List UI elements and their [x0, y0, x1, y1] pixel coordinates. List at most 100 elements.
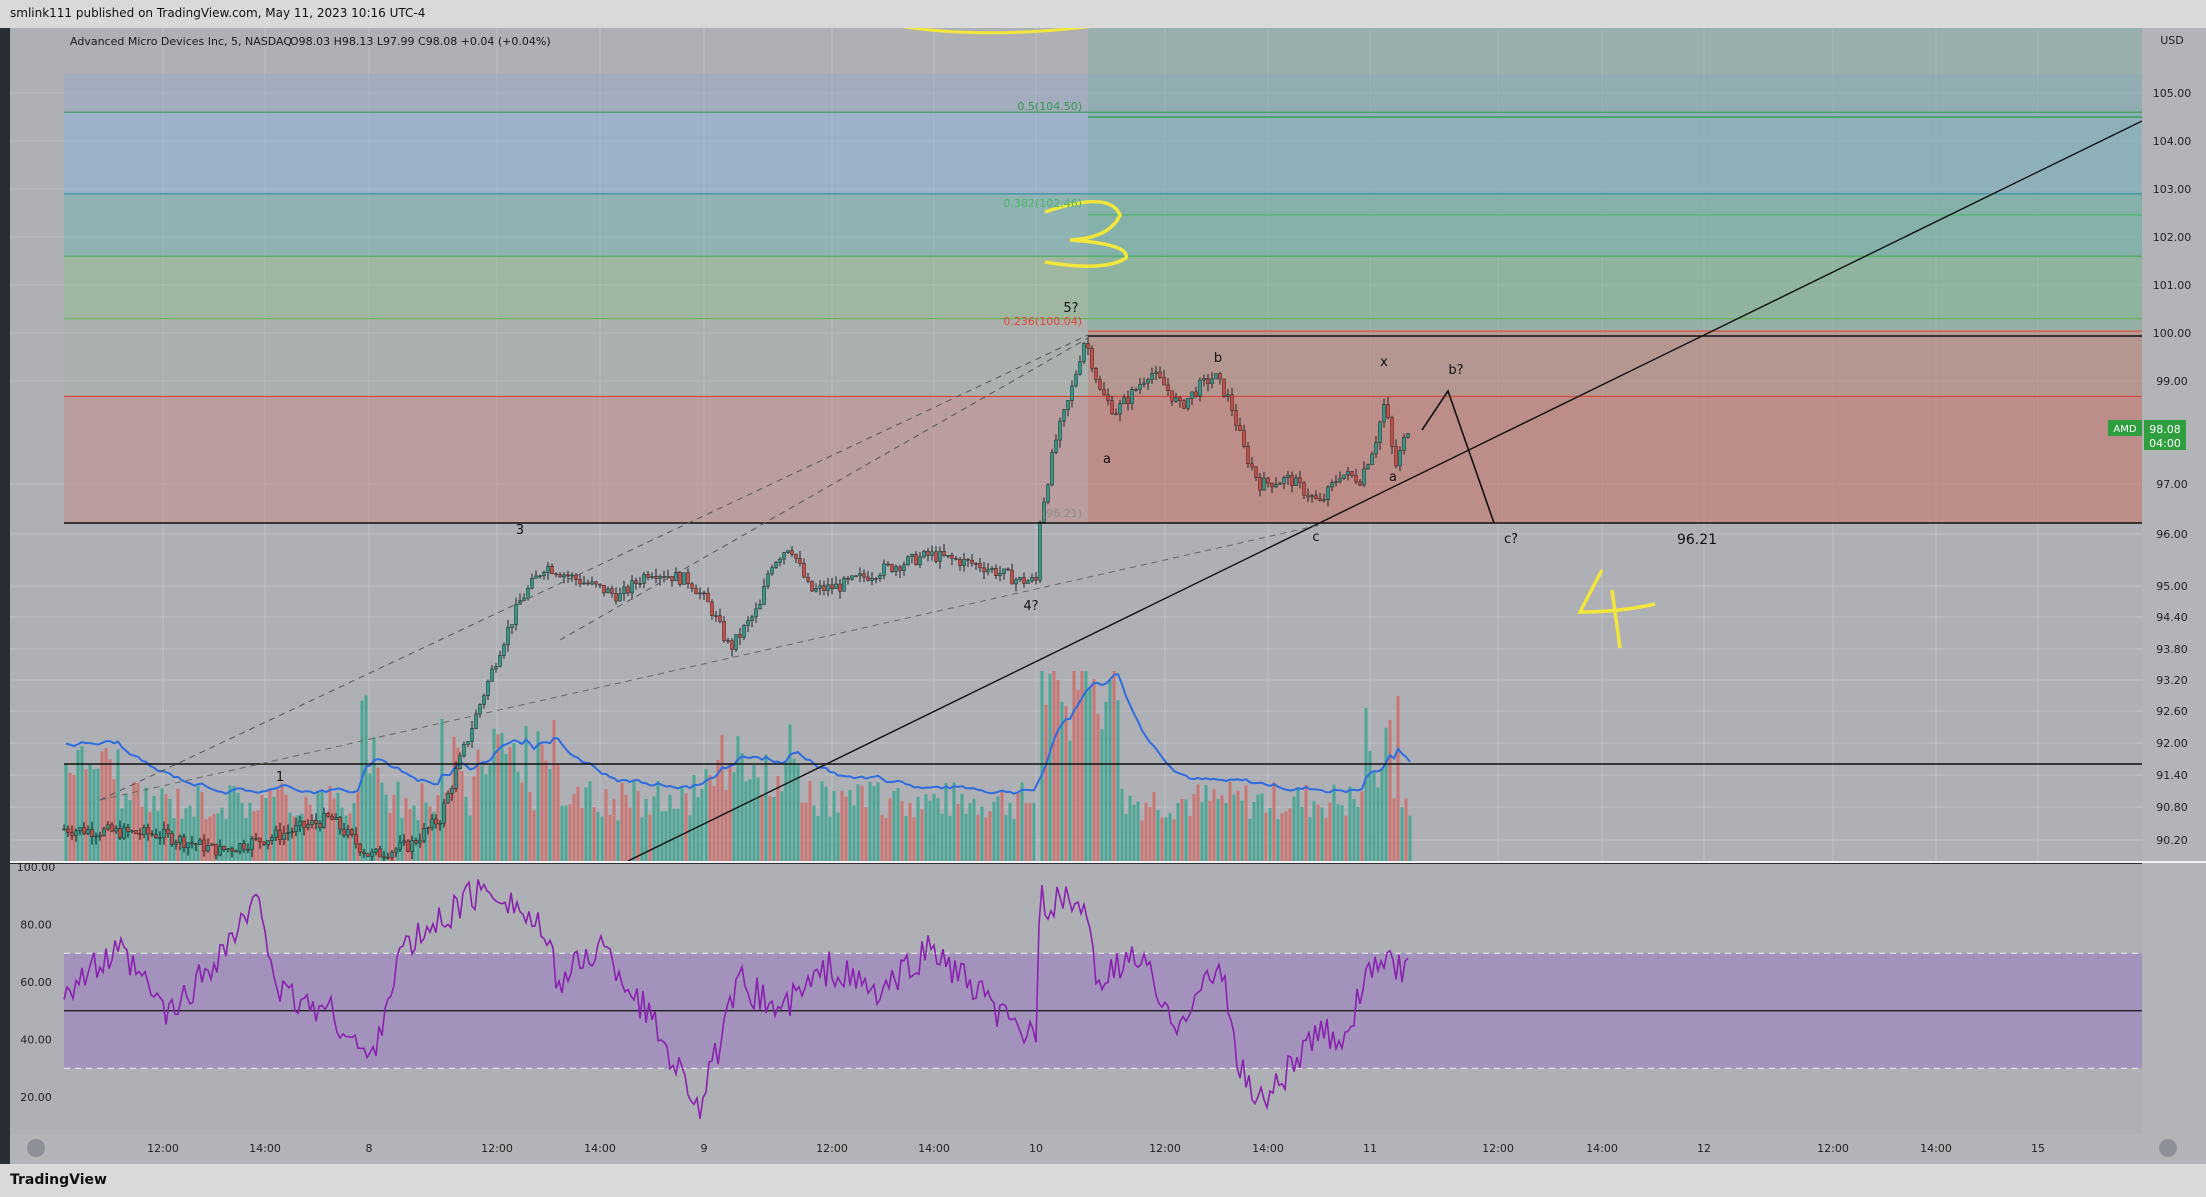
- candle: [1170, 390, 1174, 402]
- candle: [1190, 391, 1194, 399]
- candle: [474, 713, 478, 729]
- candle: [174, 842, 178, 845]
- volume-bar: [1008, 802, 1012, 861]
- volume-bar: [880, 815, 884, 861]
- candle: [1226, 394, 1230, 397]
- candle: [98, 835, 102, 837]
- volume-bar: [588, 781, 592, 861]
- candle: [538, 575, 542, 578]
- wave-label-a2: a: [1389, 470, 1397, 485]
- volume-bar: [820, 781, 824, 861]
- volume-bar: [908, 802, 912, 861]
- volume-bar: [628, 807, 632, 861]
- publisher-bar: smlink111 published on TradingView.com, …: [0, 0, 2206, 28]
- candle: [466, 741, 470, 745]
- settings-circle-right[interactable]: [2159, 1139, 2177, 1157]
- candle: [922, 550, 926, 558]
- volume-bar: [572, 794, 576, 861]
- tradingview-logo[interactable]: TradingView: [10, 1172, 107, 1188]
- volume-bar: [592, 807, 596, 861]
- candle: [1050, 452, 1054, 486]
- time-tick: 12:00: [481, 1142, 513, 1155]
- candle: [750, 616, 754, 621]
- volume-bar: [1128, 795, 1132, 861]
- candle: [1382, 404, 1386, 423]
- volume-bar: [1092, 679, 1096, 861]
- candle: [370, 851, 374, 857]
- price-tick: 91.40: [2156, 769, 2188, 782]
- rsi-tick: 60.00: [20, 976, 52, 989]
- volume-bar: [916, 797, 920, 861]
- trendline[interactable]: [627, 120, 2142, 861]
- volume-bar: [1144, 802, 1148, 861]
- price-tick: 95.00: [2156, 580, 2188, 593]
- volume-bar: [148, 812, 152, 861]
- candle: [1154, 371, 1158, 374]
- volume-bar: [444, 792, 448, 861]
- volume-bar: [1240, 800, 1244, 861]
- candle: [498, 655, 502, 667]
- candle: [910, 554, 914, 558]
- volume-bar: [1252, 801, 1256, 861]
- last-price-tag: [2144, 420, 2186, 450]
- candle: [1070, 385, 1074, 401]
- volume-bar: [432, 811, 436, 861]
- candle: [310, 820, 314, 825]
- candle: [418, 840, 422, 844]
- candle: [794, 554, 798, 559]
- candle: [878, 575, 882, 579]
- legend-symbol[interactable]: Advanced Micro Devices Inc, 5, NASDAQ: [70, 35, 292, 48]
- price-tick: 103.00: [2153, 183, 2192, 196]
- volume-bar: [112, 779, 116, 861]
- candle: [74, 830, 78, 836]
- candle: [870, 578, 874, 581]
- candle: [1134, 389, 1138, 391]
- candle: [866, 576, 870, 581]
- volume-bar: [996, 796, 1000, 861]
- candle: [330, 815, 334, 820]
- volume-bar: [924, 794, 928, 861]
- volume-bar: [1024, 803, 1028, 861]
- volume-bar: [972, 798, 976, 861]
- settings-circle-left[interactable]: [27, 1139, 45, 1157]
- volume-bar: [608, 814, 612, 861]
- candle: [974, 563, 978, 565]
- candle: [282, 832, 286, 840]
- volume-bar: [1052, 671, 1056, 861]
- volume-bar: [1204, 785, 1208, 861]
- volume-bar: [752, 765, 756, 861]
- candle: [110, 824, 114, 832]
- candle: [1194, 391, 1198, 397]
- volume-bar: [1348, 786, 1352, 861]
- time-tick: 14:00: [1586, 1142, 1618, 1155]
- candle: [490, 668, 494, 682]
- wave-label-4q: 4?: [1023, 599, 1038, 614]
- volume-bar: [508, 747, 512, 861]
- volume-bar: [140, 806, 144, 861]
- candle: [670, 576, 674, 582]
- time-tick: 15: [2031, 1142, 2045, 1155]
- volume-bar: [600, 816, 604, 861]
- volume-bar: [532, 810, 536, 861]
- volume-bar: [892, 790, 896, 861]
- time-axis-bg: [10, 1134, 2206, 1164]
- volume-bar: [960, 793, 964, 861]
- volume-bar: [1288, 808, 1292, 861]
- volume-bar: [560, 805, 564, 861]
- candle: [930, 551, 934, 556]
- volume-bar: [1224, 803, 1228, 861]
- fib-ext-red: [1088, 331, 2142, 524]
- candle: [1254, 466, 1258, 478]
- volume-bar: [1100, 729, 1104, 861]
- candle: [90, 829, 94, 838]
- wave-label-a: a: [1103, 452, 1111, 467]
- candle: [1114, 413, 1118, 416]
- candle: [1086, 343, 1090, 349]
- candle: [414, 840, 418, 844]
- volume-bar: [792, 758, 796, 861]
- projection-path[interactable]: [1421, 389, 1495, 524]
- candle: [710, 601, 714, 616]
- candle: [886, 563, 890, 566]
- volume-bar: [1292, 796, 1296, 861]
